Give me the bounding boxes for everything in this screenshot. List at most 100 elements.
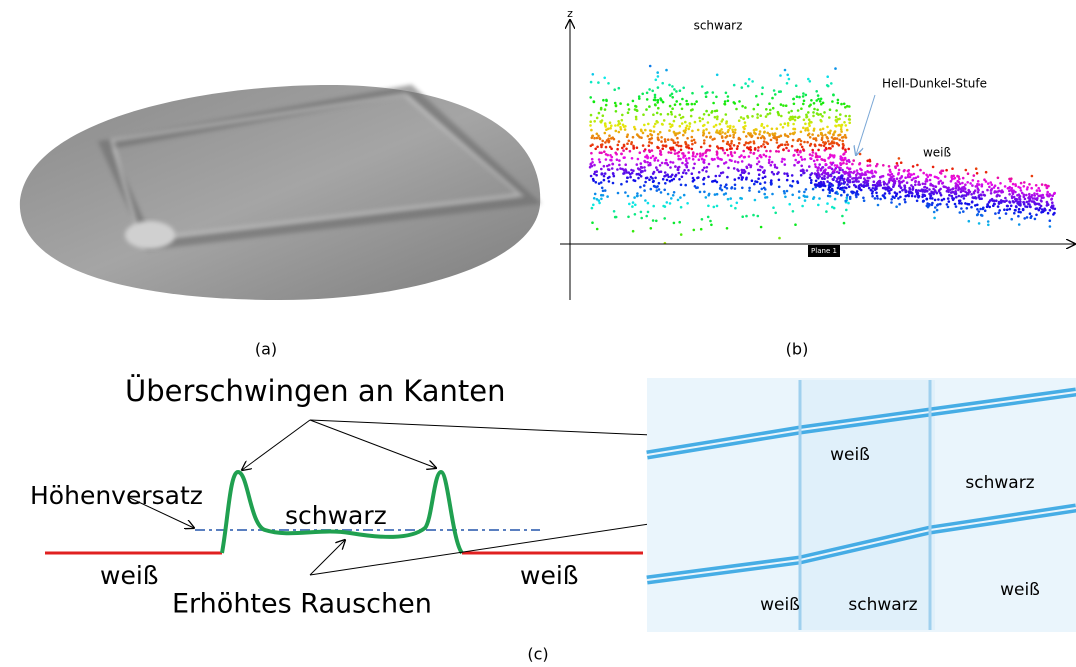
point [861, 172, 864, 175]
point [960, 190, 963, 193]
point [677, 199, 680, 202]
point [730, 142, 733, 145]
point [1018, 196, 1021, 199]
point [601, 140, 604, 143]
point [729, 127, 732, 130]
point [603, 165, 606, 168]
point [875, 165, 878, 168]
point [670, 113, 673, 116]
point [797, 154, 800, 157]
point [593, 173, 596, 176]
point [653, 130, 656, 133]
point [690, 115, 693, 118]
point [697, 129, 700, 132]
point [603, 77, 606, 80]
point [716, 118, 719, 121]
point [725, 92, 728, 95]
point [786, 179, 789, 182]
point [929, 184, 932, 187]
point [604, 172, 607, 175]
point [667, 138, 670, 141]
point [603, 150, 606, 153]
point [682, 156, 685, 159]
point [818, 197, 821, 200]
point [997, 177, 1000, 180]
point [622, 124, 625, 127]
point [606, 165, 609, 168]
label: schwarz [694, 19, 743, 33]
point [828, 191, 831, 194]
point [791, 174, 794, 177]
point [892, 175, 895, 178]
point [751, 80, 754, 83]
point [1014, 209, 1017, 212]
point [783, 190, 786, 193]
point [776, 127, 779, 130]
point [820, 169, 823, 172]
point [905, 191, 908, 194]
point [957, 181, 960, 184]
point [662, 178, 665, 181]
point [773, 89, 776, 92]
point [955, 186, 958, 189]
point [813, 196, 816, 199]
point [620, 153, 623, 156]
point [822, 166, 825, 169]
point [986, 203, 989, 206]
point [708, 132, 711, 135]
point [790, 110, 793, 113]
point [800, 131, 803, 134]
point [641, 93, 644, 96]
point [922, 183, 925, 186]
point [852, 181, 855, 184]
point [646, 161, 649, 164]
point [757, 169, 760, 172]
point [862, 197, 865, 200]
point [652, 155, 655, 158]
point [821, 138, 824, 141]
point [892, 195, 895, 198]
point [719, 187, 722, 190]
point [964, 202, 967, 205]
point [756, 116, 759, 119]
point [640, 171, 643, 174]
point [1033, 194, 1036, 197]
point [997, 205, 1000, 208]
point [769, 150, 772, 153]
point [626, 142, 629, 145]
point [663, 189, 666, 192]
point [656, 169, 659, 172]
point [624, 163, 627, 166]
point [724, 103, 727, 106]
point [822, 141, 825, 144]
point [839, 179, 842, 182]
point [873, 180, 876, 183]
point [1035, 214, 1038, 217]
point [827, 85, 830, 88]
point [911, 192, 914, 195]
point [977, 191, 980, 194]
point [929, 195, 932, 198]
point [793, 131, 796, 134]
point [629, 150, 632, 153]
point [600, 121, 603, 124]
point [615, 153, 618, 156]
point [946, 187, 949, 190]
point [589, 124, 592, 127]
point [817, 134, 820, 137]
point [663, 145, 666, 148]
point [804, 123, 807, 126]
point [688, 147, 691, 150]
point [770, 182, 773, 185]
point [590, 114, 593, 117]
point [786, 172, 789, 175]
point [736, 202, 739, 205]
point [691, 148, 694, 151]
point [726, 176, 729, 179]
point [612, 182, 615, 185]
point [625, 148, 628, 151]
point [611, 167, 614, 170]
point [616, 158, 619, 161]
point [669, 105, 672, 108]
point [829, 108, 832, 111]
